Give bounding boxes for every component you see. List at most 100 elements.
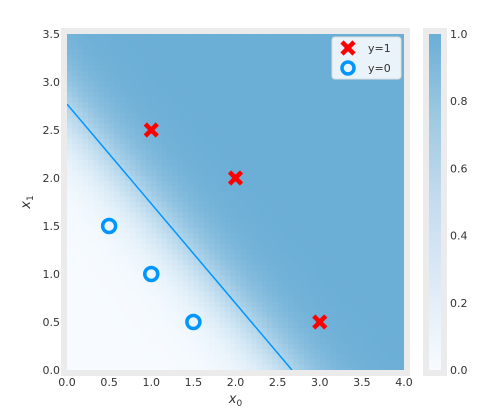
heatmap-cell (267, 97, 273, 103)
heatmap-cell (67, 139, 73, 145)
heatmap-cell (198, 322, 205, 329)
heatmap-cell (314, 112, 321, 119)
heatmap-cell (188, 133, 194, 140)
heatmap-cell (267, 354, 273, 360)
heatmap-cell (214, 133, 221, 140)
heatmap-cell (346, 333, 352, 339)
heatmap-cell (98, 349, 105, 355)
heatmap-cell (188, 217, 194, 224)
heatmap-cell (114, 144, 121, 150)
heatmap-cell (298, 191, 305, 198)
heatmap-cell (377, 139, 384, 145)
heatmap-cell (319, 34, 326, 40)
heatmap-cell (309, 223, 315, 229)
heatmap-cell (325, 70, 331, 77)
heatmap-cell (230, 223, 236, 229)
heatmap-cell (288, 154, 294, 161)
heatmap-cell (193, 328, 200, 334)
heatmap-cell (156, 338, 163, 345)
heatmap-cell (167, 86, 173, 93)
heatmap-cell (261, 228, 268, 234)
heatmap-cell (367, 343, 373, 350)
heatmap-cell (319, 307, 326, 313)
heatmap-cell (346, 207, 352, 213)
heatmap-cell (261, 249, 268, 255)
heatmap-cell (145, 217, 152, 224)
heatmap-cell (325, 181, 331, 187)
heatmap-cell (319, 217, 326, 224)
heatmap-cell (314, 144, 321, 150)
heatmap-cell (224, 270, 231, 276)
heatmap-cell (203, 343, 210, 350)
heatmap-cell (340, 144, 347, 150)
heatmap-cell (277, 133, 284, 140)
heatmap-cell (214, 322, 221, 329)
heatmap-cell (182, 207, 189, 213)
heatmap-cell (109, 181, 115, 187)
heatmap-cell (293, 338, 300, 345)
heatmap-cell (198, 228, 205, 234)
heatmap-cell (130, 70, 136, 77)
heatmap-cell (398, 191, 404, 198)
heatmap-cell (388, 249, 394, 255)
heatmap-cell (188, 181, 194, 187)
heatmap-cell (351, 160, 358, 166)
heatmap-cell (393, 139, 400, 145)
heatmap-cell (214, 212, 221, 219)
heatmap-cell (103, 181, 110, 187)
heatmap-cell (314, 160, 321, 166)
heatmap-cell (140, 265, 147, 271)
heatmap-cell (367, 223, 373, 229)
heatmap-cell (235, 301, 242, 308)
heatmap-cell (393, 107, 400, 114)
heatmap-cell (240, 175, 247, 182)
heatmap-cell (261, 128, 268, 135)
heatmap-cell (325, 139, 331, 145)
heatmap-cell (203, 76, 210, 82)
heatmap-cell (214, 254, 221, 261)
heatmap-cell (156, 186, 163, 192)
heatmap-cell (351, 280, 358, 287)
heatmap-cell (267, 55, 273, 61)
heatmap-cell (151, 244, 157, 250)
heatmap-cell (77, 128, 84, 135)
heatmap-cell (303, 128, 310, 135)
heatmap-cell (188, 165, 194, 171)
heatmap-cell (388, 333, 394, 339)
heatmap-cell (93, 307, 99, 313)
heatmap-cell (224, 223, 231, 229)
heatmap-cell (330, 191, 336, 198)
heatmap-cell (103, 86, 110, 93)
heatmap-cell (93, 181, 99, 187)
heatmap-cell (214, 317, 221, 324)
heatmap-cell (140, 102, 147, 108)
heatmap-cell (246, 349, 252, 355)
heatmap-cell (145, 259, 152, 266)
heatmap-cell (361, 249, 368, 255)
heatmap-cell (188, 286, 194, 292)
heatmap-cell (130, 86, 136, 93)
heatmap-cell (188, 265, 194, 271)
heatmap-cell (82, 338, 89, 345)
heatmap-cell (172, 249, 178, 255)
heatmap-cell (267, 223, 273, 229)
heatmap-cell (267, 233, 273, 240)
heatmap-cell (93, 259, 99, 266)
heatmap-cell (109, 249, 115, 255)
heatmap-cell (361, 128, 368, 135)
heatmap-cell (246, 228, 252, 234)
heatmap-cell (182, 39, 189, 45)
heatmap-cell (398, 333, 404, 339)
heatmap-cell (393, 118, 400, 124)
heatmap-cell (361, 170, 368, 177)
heatmap-cell (182, 165, 189, 171)
heatmap-cell (88, 144, 94, 150)
heatmap-cell (145, 49, 152, 56)
heatmap-cell (119, 175, 126, 182)
heatmap-cell (114, 55, 121, 61)
heatmap-cell (156, 139, 163, 145)
heatmap-cell (325, 133, 331, 140)
heatmap-cell (272, 249, 279, 255)
heatmap-cell (309, 118, 315, 124)
heatmap-cell (98, 128, 105, 135)
